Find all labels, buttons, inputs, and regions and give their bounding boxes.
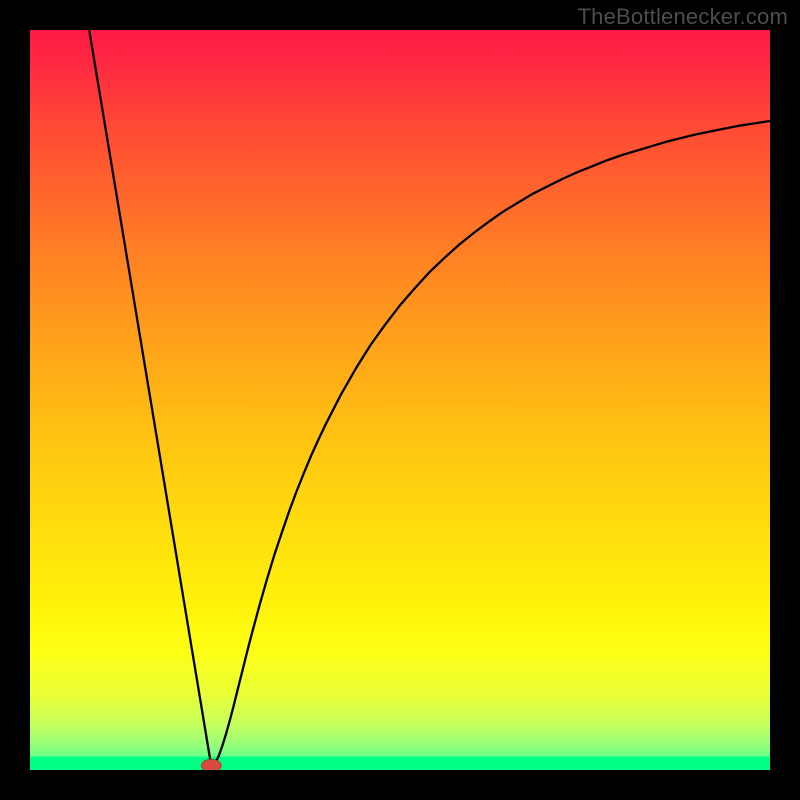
plot-svg xyxy=(30,30,770,770)
bottom-green-band xyxy=(30,757,770,770)
chart-container: TheBottlenecker.com xyxy=(0,0,800,800)
minimum-marker xyxy=(201,759,221,770)
watermark-text: TheBottlenecker.com xyxy=(578,4,788,30)
plot-area xyxy=(30,30,770,770)
gradient-background xyxy=(30,30,770,770)
